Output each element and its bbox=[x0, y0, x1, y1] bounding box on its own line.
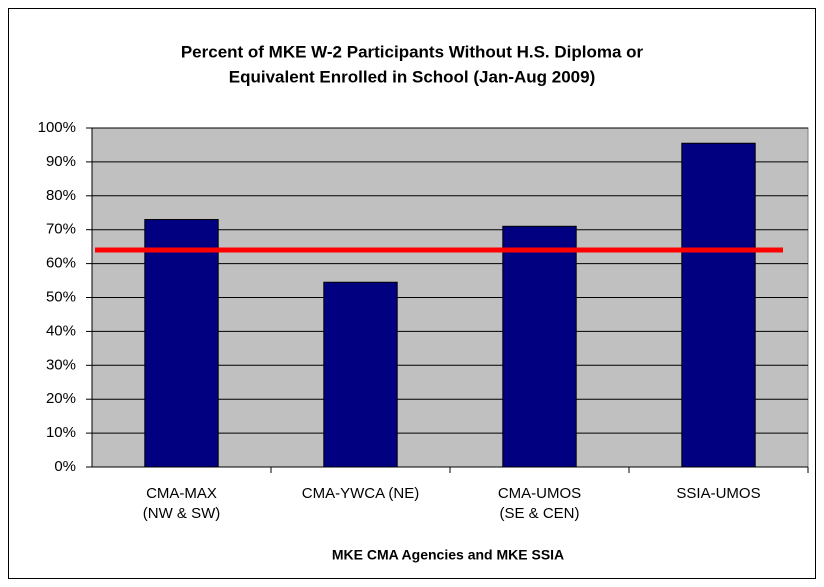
y-tick-label: 60% bbox=[46, 255, 76, 272]
y-tick-label: 90% bbox=[46, 153, 76, 170]
y-tick-label: 40% bbox=[46, 322, 76, 339]
y-tick-label: 100% bbox=[38, 119, 76, 136]
x-tick-label: (NW & SW) bbox=[143, 505, 220, 522]
x-tick-label: SSIA-UMOS bbox=[676, 485, 760, 502]
y-tick-label: 30% bbox=[46, 356, 76, 373]
x-tick-label: CMA-MAX bbox=[146, 485, 217, 502]
y-tick-label: 10% bbox=[46, 424, 76, 441]
y-tick-label: 80% bbox=[46, 187, 76, 204]
x-axis-label: MKE CMA Agencies and MKE SSIA bbox=[332, 547, 564, 563]
chart-title: Equivalent Enrolled in School (Jan-Aug 2… bbox=[229, 67, 596, 86]
y-tick-label: 0% bbox=[54, 458, 76, 475]
bar bbox=[144, 219, 219, 468]
bar bbox=[681, 142, 756, 468]
bar bbox=[323, 281, 398, 468]
y-tick-label: 20% bbox=[46, 390, 76, 407]
x-tick-label: (SE & CEN) bbox=[499, 505, 579, 522]
y-tick-label: 70% bbox=[46, 221, 76, 238]
bar bbox=[502, 225, 577, 468]
x-tick-label: CMA-YWCA (NE) bbox=[302, 485, 420, 502]
x-tick-label: CMA-UMOS bbox=[498, 485, 581, 502]
y-tick-label: 50% bbox=[46, 288, 76, 305]
chart-title: Percent of MKE W-2 Participants Without … bbox=[181, 42, 644, 61]
